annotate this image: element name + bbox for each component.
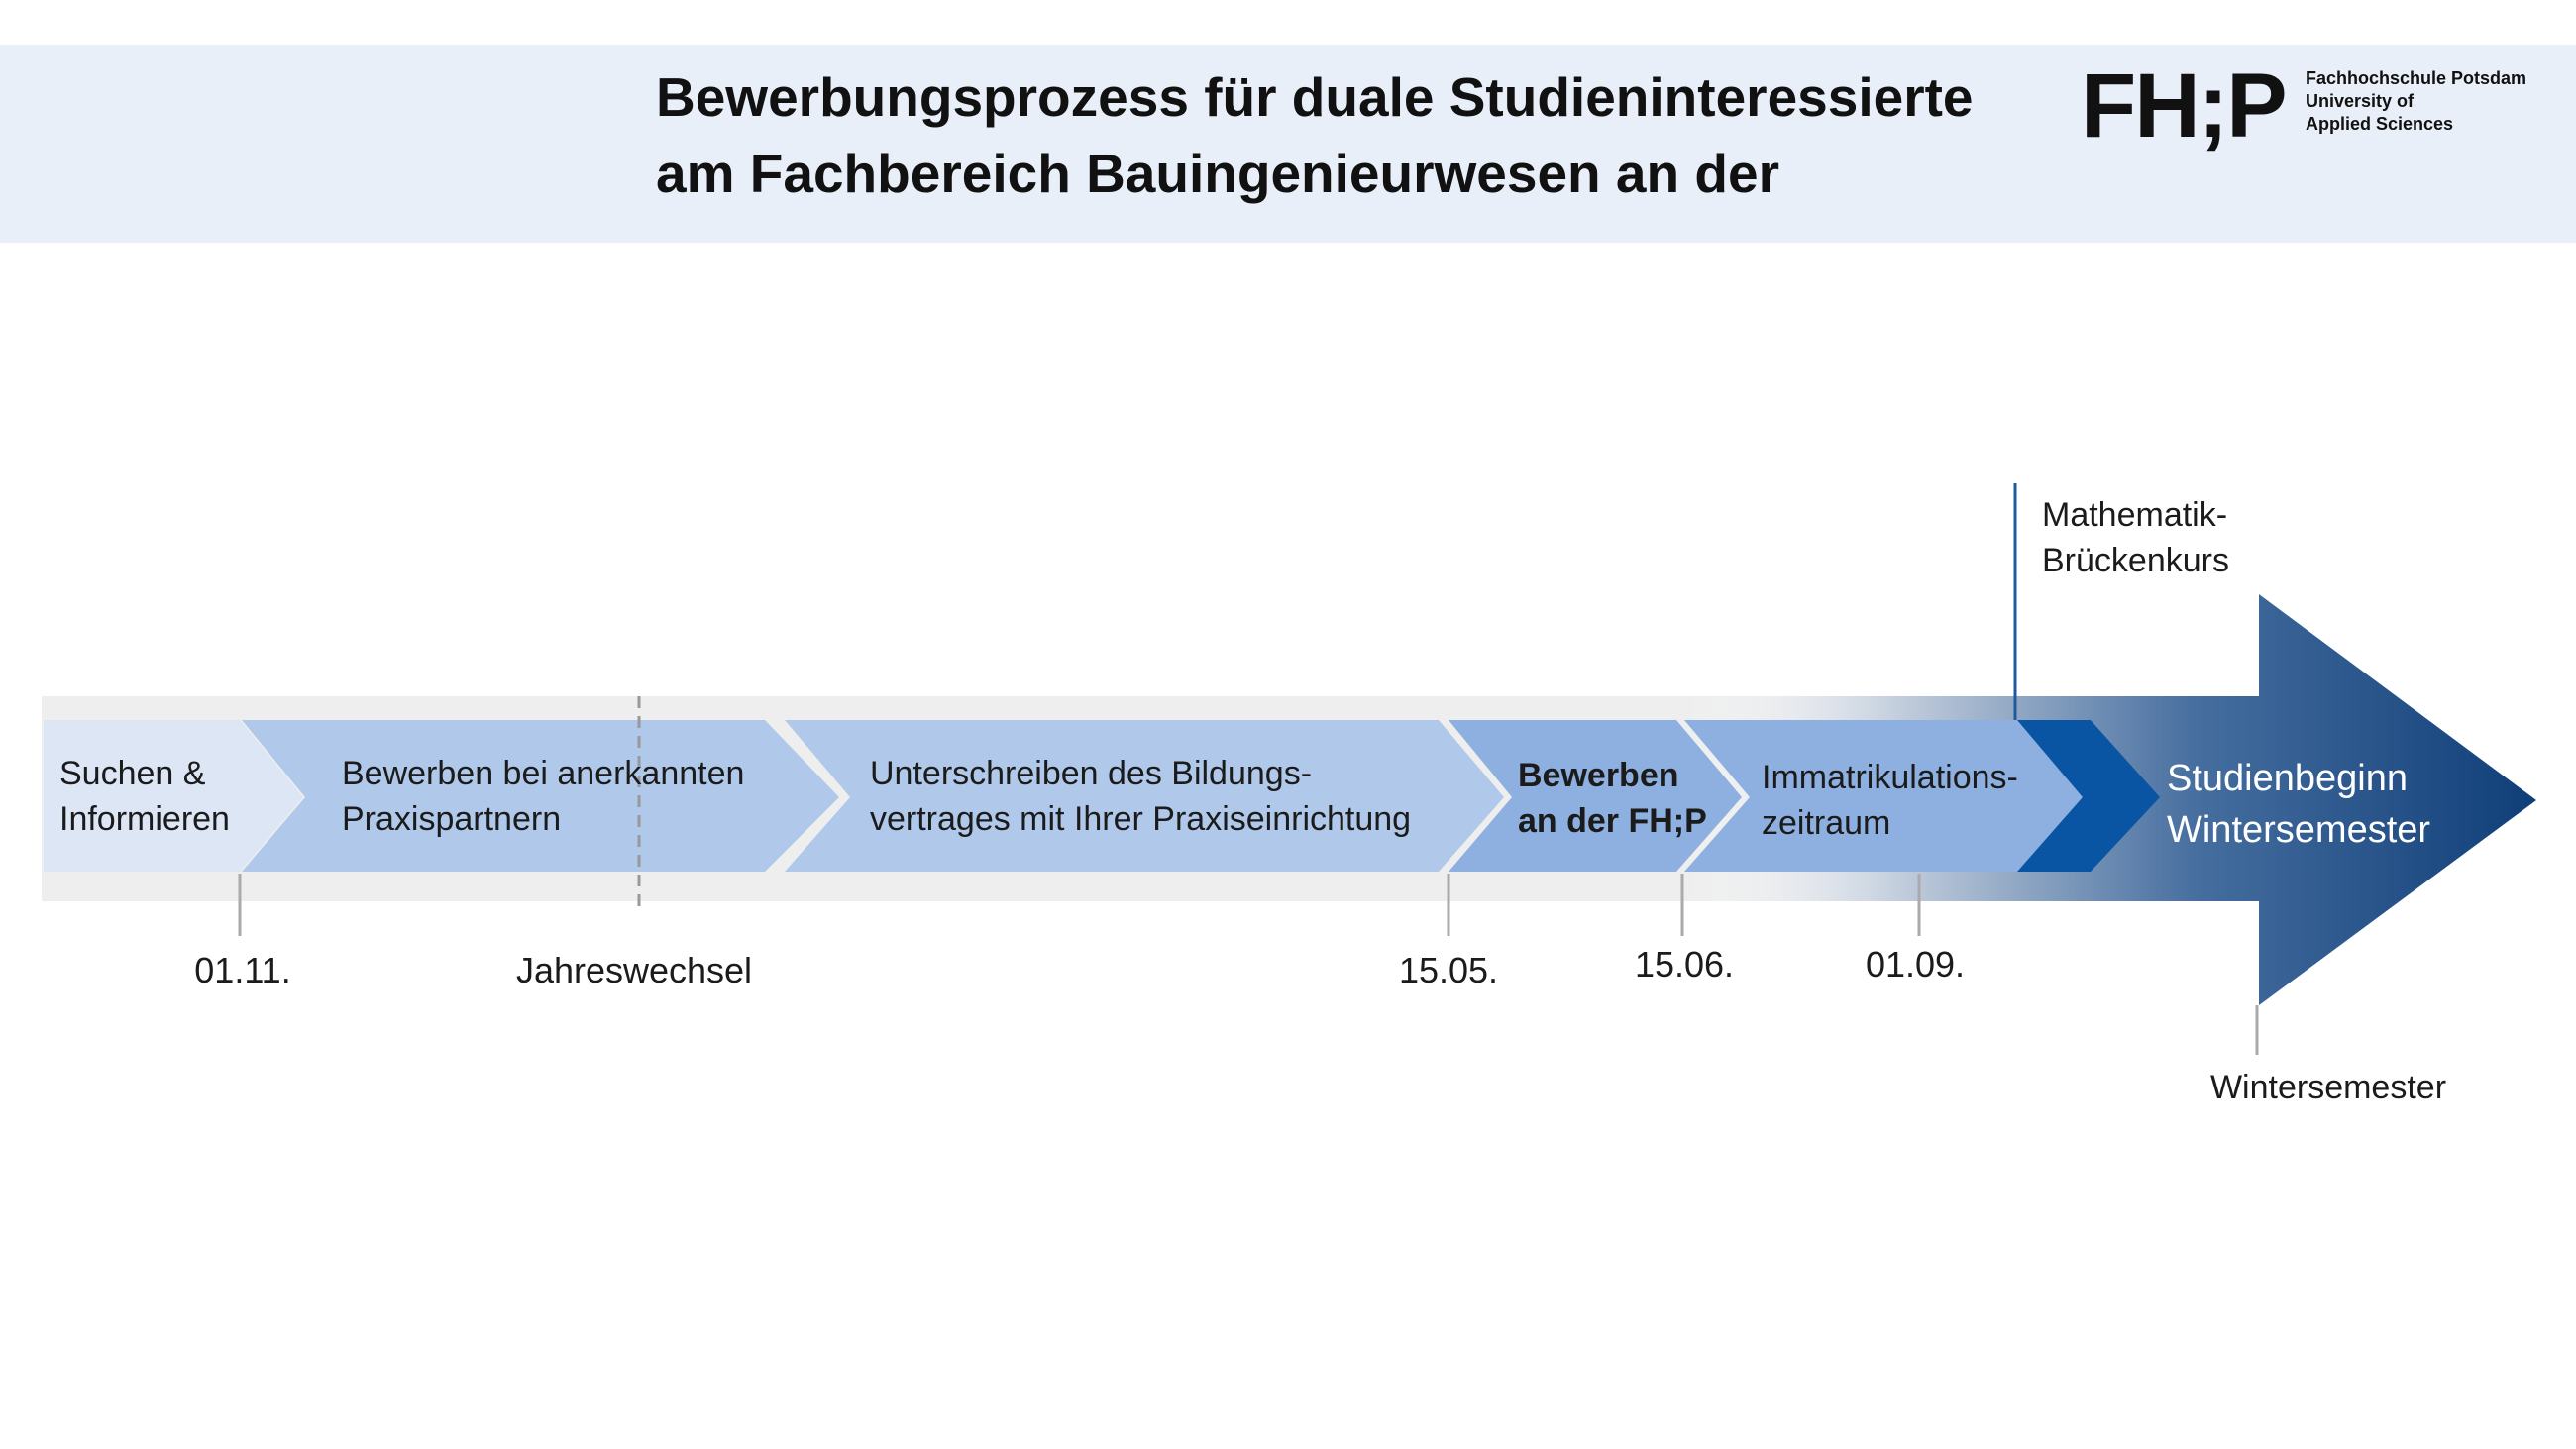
title-line-2: am Fachbereich Bauingenieurwesen an der <box>656 143 1779 204</box>
step-label-bewerben-fhp: Bewerben an der FH;P <box>1518 753 1707 844</box>
final-arrow-label: Studienbeginn Wintersemester <box>2167 753 2430 856</box>
callout-brueckenkurs: Mathematik- Brückenkurs <box>2042 492 2229 583</box>
chevron-bewerben-fhp <box>1449 720 1742 872</box>
step-label-praxispartner: Bewerben bei anerkannten Praxispartnern <box>342 751 744 842</box>
fhp-logo-text: Fachhochschule Potsdam University of App… <box>2306 67 2526 136</box>
callout-line-1: Mathematik- <box>2042 496 2228 534</box>
milestone-0111: 01.11. <box>194 950 291 990</box>
chevron-suchen <box>44 720 303 872</box>
callout-line-2: Brückenkurs <box>2042 542 2229 579</box>
step-bewerben-fhp-line-1: Bewerben <box>1518 757 1679 794</box>
final-arrow-line-1: Studienbeginn <box>2167 758 2408 799</box>
milestone-jahreswechsel: Jahreswechsel <box>515 950 753 990</box>
milestone-1506: 15.06. <box>1634 944 1735 984</box>
milestone-1505: 15.05. <box>1398 950 1499 990</box>
fhp-logo: FH;P <box>2081 55 2288 156</box>
step-bewerben-fhp-line-2: an der FH;P <box>1518 802 1707 840</box>
step-label-bildungsvertrag: Unterschreiben des Bildungs- vertrages m… <box>870 751 1411 842</box>
step-label-suchen: Suchen & Informieren <box>59 751 230 842</box>
final-arrow-line-2: Wintersemester <box>2167 809 2431 851</box>
logo-line-2: University of <box>2306 91 2415 111</box>
step-immatrikulation-line-1: Immatrikulations- <box>1762 759 2018 796</box>
milestone-0109: 01.09. <box>1865 944 1966 984</box>
title-line-1: Bewerbungsprozess für duale Studieninter… <box>656 66 1974 128</box>
step-label-immatrikulation: Immatrikulations- zeitraum <box>1762 755 2018 846</box>
step-suchen-line-2: Informieren <box>59 800 230 838</box>
logo-line-1: Fachhochschule Potsdam <box>2306 68 2527 88</box>
page-title: Bewerbungsprozess für duale Studieninter… <box>656 59 2063 212</box>
step-immatrikulation-line-2: zeitraum <box>1762 804 1891 842</box>
chevron-immatrikulation <box>1684 720 2083 872</box>
step-praxispartner-line-2: Praxispartnern <box>342 800 562 838</box>
chevron-bridge <box>2017 720 2160 872</box>
step-praxispartner-line-1: Bewerben bei anerkannten <box>342 755 745 792</box>
step-bildungsvertrag-line-2: vertrages mit Ihrer Praxiseinrichtung <box>870 800 1412 838</box>
chevron-praxispartner <box>242 720 839 872</box>
milestone-wintersemester: Wintersemester <box>2209 1069 2447 1106</box>
header-band <box>0 45 2576 243</box>
step-suchen-line-1: Suchen & <box>59 755 206 792</box>
logo-line-3: Applied Sciences <box>2306 114 2454 134</box>
chevron-bildungsvertrag <box>785 720 1504 872</box>
step-bildungsvertrag-line-1: Unterschreiben des Bildungs- <box>870 755 1313 792</box>
